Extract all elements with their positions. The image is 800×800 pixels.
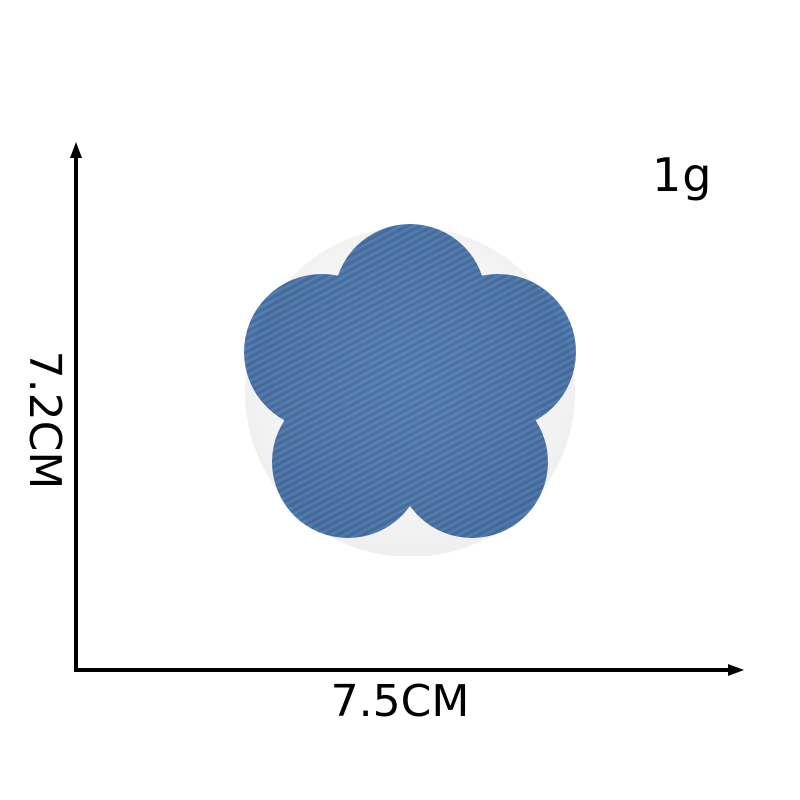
flower-petals — [244, 224, 576, 556]
height-dimension-label: 7.2CM — [19, 350, 70, 490]
width-dimension-label: 7.5CM — [330, 676, 470, 727]
arrow-up-icon — [70, 142, 82, 158]
denim-flower-icon — [244, 224, 576, 556]
weight-label: 1g — [652, 148, 713, 202]
arrow-right-icon — [728, 664, 744, 676]
